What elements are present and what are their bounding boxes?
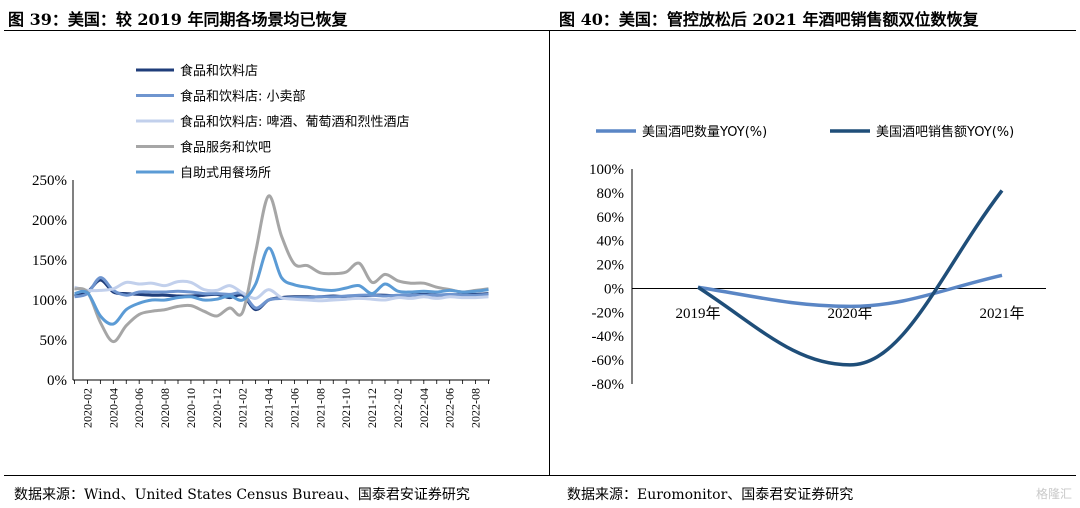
panel-separator — [549, 30, 550, 475]
y-tick-label: 0% — [47, 373, 67, 389]
legend-label-4: 食品服务和饮吧 — [180, 140, 271, 156]
x-tick-label: 2021-06 — [287, 388, 301, 428]
y-tick-label: 150% — [32, 253, 67, 269]
bottom-rule — [4, 475, 1076, 476]
y-tick-label: 20% — [597, 258, 625, 274]
y-tick-label: -60% — [592, 353, 625, 369]
y-tick-label: 100% — [32, 293, 67, 309]
x-tick-label: 2021-08 — [313, 388, 327, 428]
x-tick-label: 2021-04 — [262, 388, 276, 428]
x-tick-label: 2020-02 — [80, 388, 94, 428]
series-line-2 — [697, 189, 1004, 367]
x-tick-label: 2020-08 — [158, 388, 172, 428]
y-tick-label: 200% — [32, 213, 67, 229]
right-source-note: 数据来源：Euromonitor、国泰君安证券研究 — [567, 487, 854, 503]
y-tick-label: 100% — [589, 162, 624, 178]
series-line-4 — [74, 194, 489, 344]
series-line-5 — [74, 246, 489, 326]
legend-label-2: 食品和饮料店: 小卖部 — [180, 89, 306, 105]
x-tick-label: 2022-08 — [469, 388, 483, 428]
x-tick-label: 2022-04 — [417, 388, 431, 428]
series-line-1 — [697, 273, 1003, 309]
x-tick-label: 2020-04 — [106, 388, 120, 428]
legend-label-5: 自助式用餐场所 — [180, 165, 271, 181]
left-line-chart: 0% 50% 100% 150% 200% 250% 2020-02 2020-04 2020-… — [32, 63, 490, 428]
y-tick-label: 250% — [32, 173, 67, 189]
x-tick-label: 2019年 — [675, 305, 720, 322]
y-tick-label: 50% — [40, 333, 68, 349]
top-rule — [4, 30, 1076, 31]
x-tick-label: 2020年 — [827, 305, 872, 322]
x-tick-label: 2021-10 — [339, 388, 353, 428]
x-tick-label: 2021年 — [979, 305, 1024, 322]
legend-label-3: 食品和饮料店: 啤酒、葡萄酒和烈性酒店 — [180, 114, 410, 130]
x-tick-label: 2022-06 — [443, 388, 457, 428]
y-tick-label: 40% — [597, 234, 625, 250]
right-chart-title: 图 40：美国：管控放松后 2021 年酒吧销售额双位数恢复 — [559, 10, 979, 29]
legend-label-2: 美国酒吧销售额YOY(%) — [876, 124, 1014, 140]
left-chart-title: 图 39：美国：较 2019 年同期各场景均已恢复 — [8, 10, 348, 29]
y-tick-label: -80% — [592, 377, 625, 393]
right-line-chart: -80% -60% -40% -20% 0% 20% 40% 60% 80% 100% 2019年 2… — [589, 124, 1046, 393]
y-tick-label: 60% — [597, 210, 625, 226]
legend-label-1: 食品和饮料店 — [180, 63, 258, 79]
y-tick-label: -20% — [592, 305, 625, 321]
x-tick-label: 2020-06 — [132, 388, 146, 428]
watermark-logo: 格隆汇 — [1035, 487, 1072, 501]
y-tick-label: 0% — [604, 281, 624, 297]
x-tick-label: 2022-02 — [391, 388, 405, 428]
left-source-note: 数据来源：Wind、United States Census Bureau、国泰… — [14, 487, 470, 503]
y-tick-label: -40% — [592, 329, 625, 345]
legend-label-1: 美国酒吧数量YOY(%) — [642, 125, 767, 140]
x-tick-label: 2020-10 — [184, 388, 198, 428]
x-tick-label: 2020-12 — [210, 388, 224, 428]
x-tick-label: 2021-02 — [236, 388, 250, 428]
y-tick-label: 80% — [597, 186, 625, 202]
x-tick-label: 2021-12 — [365, 388, 379, 428]
